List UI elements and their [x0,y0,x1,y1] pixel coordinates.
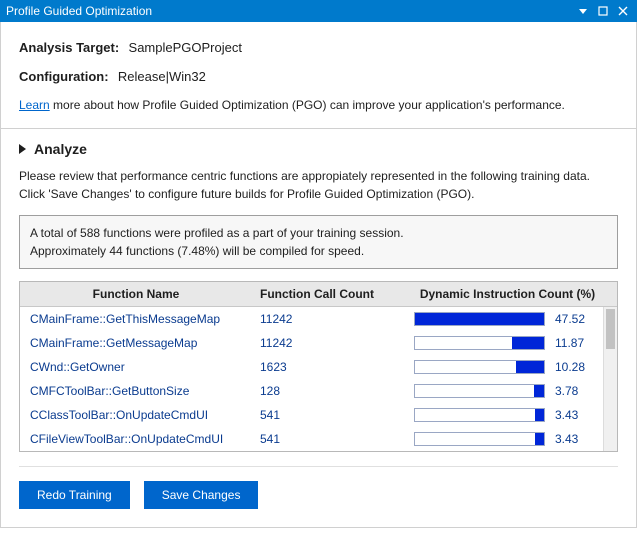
cell-function-name: CWnd::GetOwner [20,355,252,379]
scrollbar[interactable] [603,307,617,451]
table-header: Function Name Function Call Count Dynami… [20,282,617,307]
table-row[interactable]: CMainFrame::GetThisMessageMap11242 47.52 [20,307,617,331]
close-icon[interactable] [615,3,631,19]
col-header-dyn[interactable]: Dynamic Instruction Count (%) [406,282,617,306]
functions-table: Function Name Function Call Count Dynami… [19,281,618,452]
cell-function-name: CClassToolBar::OnUpdateCmdUI [20,403,252,427]
bar-fill [534,385,544,397]
learn-link[interactable]: Learn [19,98,50,112]
table-row[interactable]: CClassToolBar::OnUpdateCmdUI541 3.43 [20,403,617,427]
cell-dyn-count: 3.43 [406,427,617,451]
bar-fill [415,313,544,325]
header-panel: Analysis Target: SamplePGOProject Config… [0,22,637,129]
cell-function-name: CMainFrame::GetThisMessageMap [20,307,252,331]
dyn-value: 10.28 [555,360,595,374]
scroll-thumb[interactable] [606,309,615,349]
button-row: Redo Training Save Changes [19,481,618,509]
analyze-panel: Analyze Please review that performance c… [0,129,637,528]
cell-dyn-count: 47.52 [406,307,617,331]
summary-line-2: Approximately 44 functions (7.48%) will … [30,242,607,260]
configuration-value: Release|Win32 [118,69,206,84]
analyze-title: Analyze [34,141,87,157]
analyze-header[interactable]: Analyze [19,141,618,157]
table-row[interactable]: CMainFrame::GetMessageMap11242 11.87 [20,331,617,355]
cell-call-count: 11242 [252,307,406,331]
cell-call-count: 541 [252,403,406,427]
redo-training-button[interactable]: Redo Training [19,481,130,509]
configuration-row: Configuration: Release|Win32 [19,69,618,84]
bar-fill [516,361,544,373]
bar-track [414,360,545,374]
bar-track [414,384,545,398]
cell-function-name: CMainFrame::GetMessageMap [20,331,252,355]
titlebar: Profile Guided Optimization [0,0,637,22]
desc-line-2: Click 'Save Changes' to configure future… [19,185,618,203]
learn-line: Learn more about how Profile Guided Opti… [19,98,618,112]
analysis-target-value: SamplePGOProject [129,40,242,55]
cell-function-name: CMFCToolBar::GetButtonSize [20,379,252,403]
window-title: Profile Guided Optimization [6,4,152,18]
cell-call-count: 541 [252,427,406,451]
dropdown-icon[interactable] [575,3,591,19]
table-row[interactable]: CMFCToolBar::GetButtonSize128 3.78 [20,379,617,403]
col-header-count[interactable]: Function Call Count [252,282,406,306]
expand-icon [19,144,26,154]
bar-fill [535,433,544,445]
bar-fill [535,409,544,421]
dyn-value: 47.52 [555,312,595,326]
learn-text: more about how Profile Guided Optimizati… [50,98,565,112]
desc-line-1: Please review that performance centric f… [19,167,618,185]
configuration-label: Configuration: [19,69,109,84]
summary-line-1: A total of 588 functions were profiled a… [30,224,607,242]
bar-track [414,432,545,446]
maximize-icon[interactable] [595,3,611,19]
bar-track [414,336,545,350]
cell-dyn-count: 3.78 [406,379,617,403]
analysis-target-row: Analysis Target: SamplePGOProject [19,40,618,55]
table-row[interactable]: CWnd::GetOwner1623 10.28 [20,355,617,379]
cell-dyn-count: 11.87 [406,331,617,355]
col-header-name[interactable]: Function Name [20,282,252,306]
analyze-description: Please review that performance centric f… [19,167,618,203]
dyn-value: 3.43 [555,408,595,422]
cell-call-count: 1623 [252,355,406,379]
divider [19,466,618,467]
save-changes-button[interactable]: Save Changes [144,481,259,509]
dyn-value: 3.78 [555,384,595,398]
bar-track [414,312,545,326]
cell-dyn-count: 3.43 [406,403,617,427]
table-body: CMainFrame::GetThisMessageMap1124247.52C… [20,307,617,451]
bar-fill [512,337,544,349]
cell-call-count: 11242 [252,331,406,355]
dyn-value: 3.43 [555,432,595,446]
dyn-value: 11.87 [555,336,595,350]
bar-track [414,408,545,422]
cell-function-name: CFileViewToolBar::OnUpdateCmdUI [20,427,252,451]
cell-call-count: 128 [252,379,406,403]
analysis-target-label: Analysis Target: [19,40,119,55]
summary-box: A total of 588 functions were profiled a… [19,215,618,269]
table-row[interactable]: CFileViewToolBar::OnUpdateCmdUI541 3.43 [20,427,617,451]
cell-dyn-count: 10.28 [406,355,617,379]
